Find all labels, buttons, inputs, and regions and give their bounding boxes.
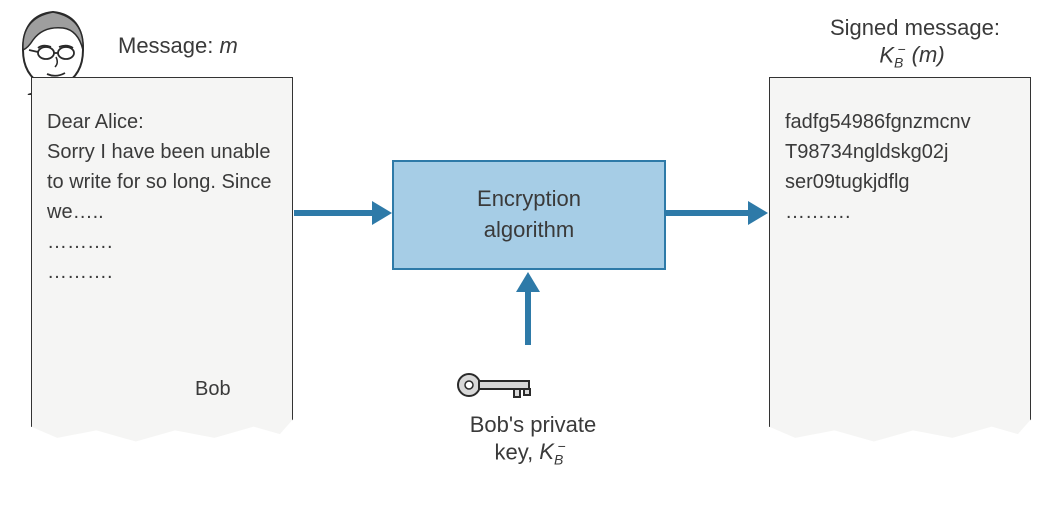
key-label-line2: key, KB− [418,438,648,468]
rt-sup: − [897,41,905,57]
arrow-box-to-signed [666,210,750,216]
key-label: Bob's private key, KB− [418,412,648,468]
left-title-prefix: Message: [118,33,220,58]
sig-line3: ser09tugkjdflg [785,167,1025,197]
message-body: Dear Alice: Sorry I have been unable to … [47,107,282,287]
enc-label: Encryption algorithm [477,184,581,246]
msg-dots2: ………. [47,257,282,287]
right-title: Signed message: KB− (m) [810,15,1020,71]
arrow-head-3 [516,272,540,292]
left-title-var: m [220,33,238,58]
arrow-message-to-box [294,210,374,216]
enc-line1: Encryption [477,186,581,211]
kl-sub: B [554,452,563,468]
right-title-line1: Signed message: [810,15,1020,41]
key-icon [454,365,544,405]
arrow-head-2 [748,201,768,225]
msg-dots1: ………. [47,227,282,257]
msg-line1: Dear Alice: [47,107,282,137]
sig-line4: ………. [785,197,1025,227]
signed-body: fadfg54986fgnzmcnv T98734ngldskg02j ser0… [785,107,1025,227]
msg-line4: we….. [47,197,282,227]
kl-sup: − [557,438,565,454]
message-signature: Bob [195,374,231,404]
arrow-key-to-box [525,290,531,345]
rt-rest: (m) [906,42,945,67]
right-title-line2: KB− (m) [810,41,1020,71]
arrow-head-1 [372,201,392,225]
msg-line2: Sorry I have been unable [47,137,282,167]
rt-sub: B [894,55,903,71]
left-title: Message: m [118,33,238,59]
key-label-line1: Bob's private [418,412,648,438]
encryption-box: Encryption algorithm [392,160,666,270]
rt-K: K [879,42,894,67]
msg-line3: to write for so long. Since [47,167,282,197]
sig-line1: fadfg54986fgnzmcnv [785,107,1025,137]
kl-K: K [539,439,554,464]
sig-line2: T98734ngldskg02j [785,137,1025,167]
kl-prefix: key, [494,439,539,464]
enc-line2: algorithm [484,217,574,242]
